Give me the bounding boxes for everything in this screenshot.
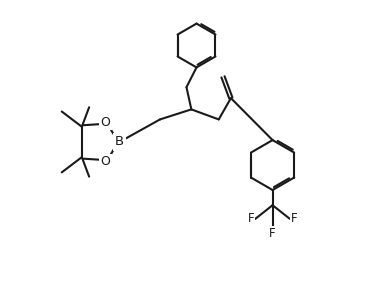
Text: O: O [100,155,110,168]
Text: O: O [100,116,110,129]
Text: F: F [269,227,276,240]
Text: F: F [248,212,255,225]
Text: F: F [291,212,297,225]
Text: B: B [115,135,124,149]
